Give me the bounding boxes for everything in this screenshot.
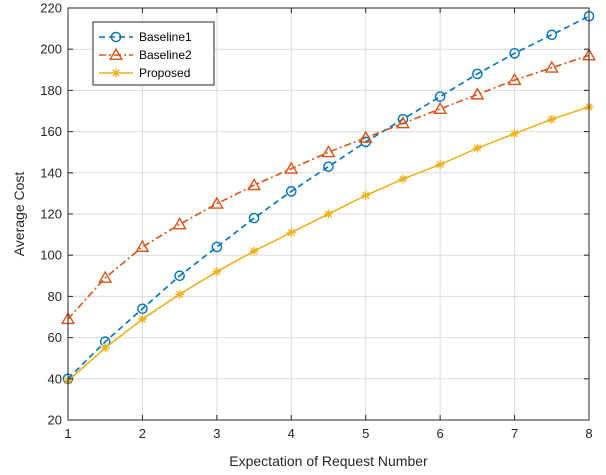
- data-point: [286, 228, 296, 238]
- data-point: [212, 267, 222, 277]
- data-point: [211, 241, 223, 253]
- data-point: [546, 29, 558, 41]
- legend-item-proposed: Proposed: [99, 66, 190, 80]
- data-point: [285, 186, 297, 197]
- x-tick-label: 7: [511, 426, 518, 441]
- data-point: [135, 239, 150, 253]
- y-tick-label: 80: [48, 289, 62, 304]
- y-tick-label: 160: [40, 124, 62, 139]
- legend-marker: [111, 68, 121, 78]
- legend-label: Proposed: [139, 66, 190, 80]
- x-tick-label: 3: [213, 426, 220, 441]
- x-tick-label: 4: [288, 426, 295, 441]
- legend-marker: [110, 31, 122, 43]
- data-point: [248, 212, 260, 224]
- x-tick-label: 2: [139, 426, 146, 441]
- axis-ticks: 1 2 3 4 5 6 7 8 20 40 60 80 100 120 140 160 180 200 220: [40, 1, 592, 442]
- data-point: [398, 174, 408, 184]
- data-point: [323, 161, 334, 172]
- data-point: [361, 190, 371, 200]
- legend-marker: [108, 47, 124, 61]
- legend-item-baseline1: Baseline1: [99, 30, 192, 44]
- series-line: [67, 54, 590, 320]
- series-line: [67, 15, 590, 380]
- x-axis-label: Expectation of Request Number: [229, 453, 428, 469]
- data-point: [284, 161, 299, 174]
- data-point: [172, 217, 187, 230]
- data-point: [175, 289, 185, 299]
- series-baseline2: [60, 48, 597, 325]
- data-point: [435, 160, 445, 170]
- x-tick-label: 8: [585, 426, 592, 441]
- data-point: [472, 68, 483, 80]
- data-point: [472, 143, 482, 153]
- series-proposed: [63, 102, 594, 386]
- data-point: [434, 91, 446, 102]
- data-point: [249, 246, 259, 256]
- data-point: [358, 130, 373, 143]
- y-tick-label: 180: [40, 83, 62, 98]
- data-point: [247, 177, 262, 191]
- data-point: [433, 101, 448, 114]
- data-point: [324, 209, 333, 219]
- y-tick-label: 100: [40, 248, 62, 263]
- data-point: [100, 343, 110, 353]
- y-tick-label: 20: [48, 413, 62, 428]
- data-point: [507, 72, 522, 86]
- data-point: [137, 303, 148, 315]
- data-point: [137, 314, 147, 324]
- data-point: [544, 60, 559, 73]
- legend-label: Baseline1: [139, 30, 192, 44]
- x-tick-label: 1: [64, 426, 71, 441]
- data-point: [509, 48, 520, 59]
- legend-item-baseline2: Baseline2: [99, 47, 192, 62]
- data-point: [209, 196, 224, 209]
- y-tick-label: 60: [48, 330, 62, 345]
- data-point: [547, 114, 557, 124]
- y-tick-label: 220: [40, 1, 62, 16]
- y-tick-label: 40: [48, 371, 62, 386]
- data-point: [395, 116, 410, 129]
- legend: Baseline1 Baseline2 Proposed: [92, 21, 215, 86]
- data-point: [510, 129, 520, 139]
- y-tick-label: 200: [40, 42, 62, 57]
- data-point: [470, 87, 485, 100]
- x-tick-label: 6: [437, 426, 444, 441]
- y-tick-label: 120: [40, 207, 62, 222]
- data-point: [321, 144, 336, 158]
- y-axis-label: Average Cost: [11, 172, 27, 257]
- data-point: [174, 270, 185, 282]
- y-tick-label: 140: [40, 165, 62, 180]
- legend-label: Baseline2: [139, 48, 192, 62]
- data-point: [98, 270, 113, 283]
- x-tick-label: 5: [362, 426, 369, 441]
